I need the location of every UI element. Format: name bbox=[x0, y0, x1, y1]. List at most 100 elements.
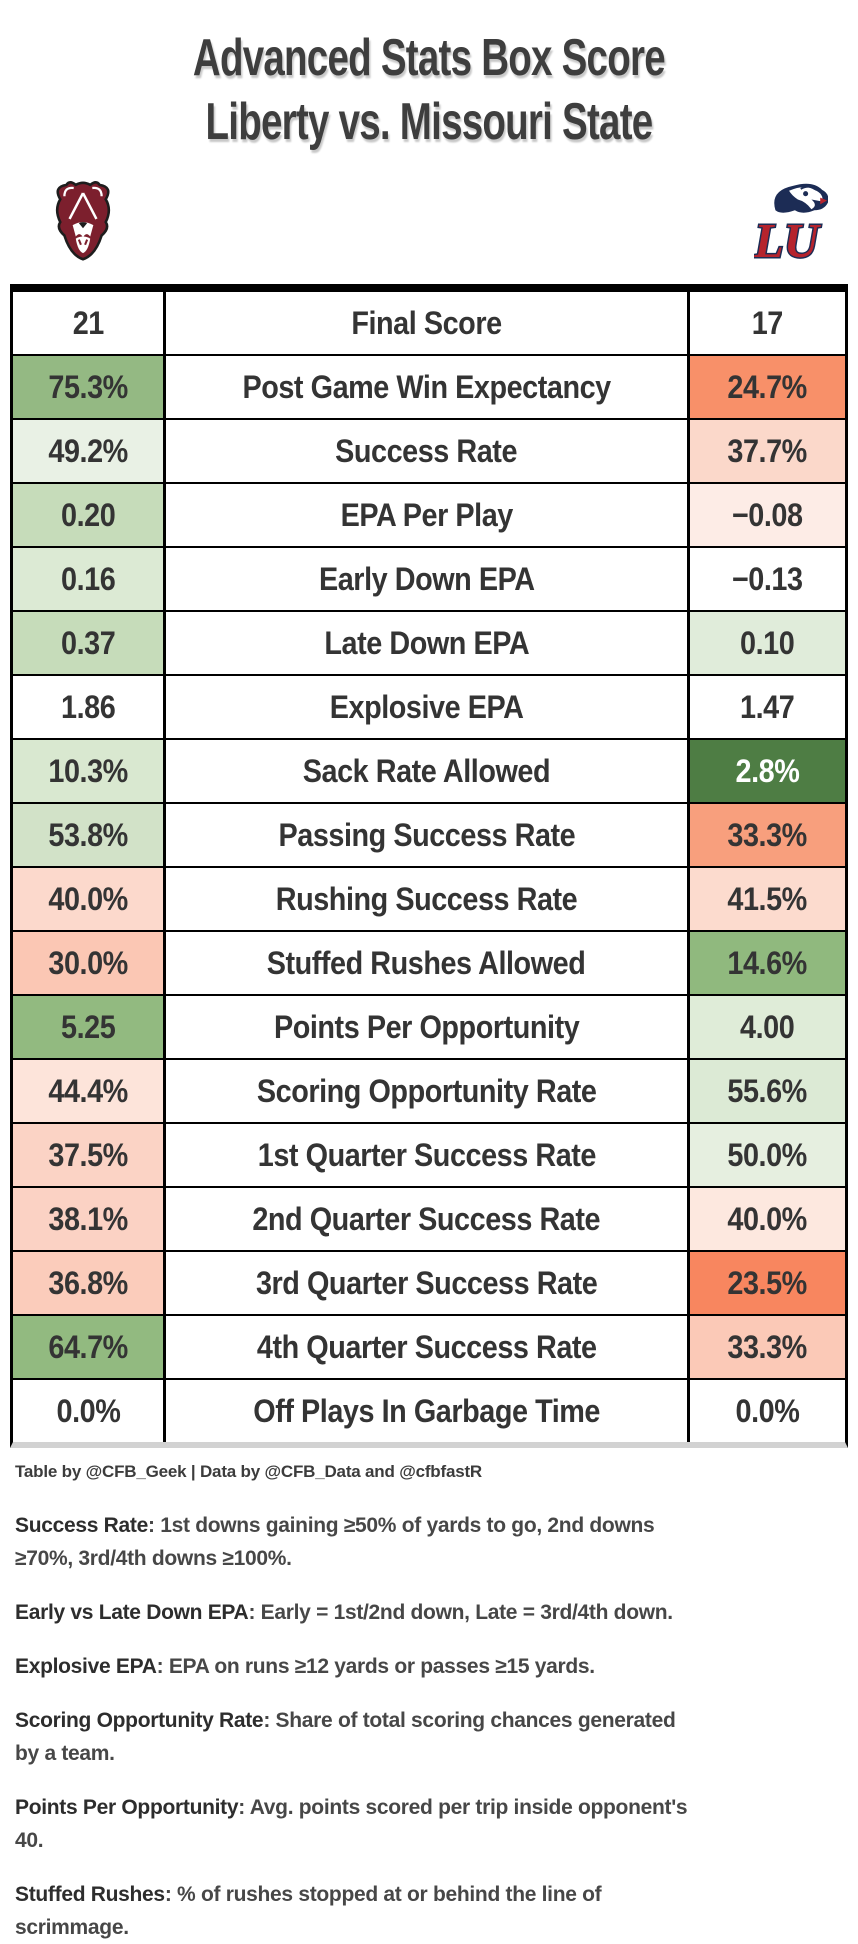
home-value-cell: 33.3% bbox=[690, 804, 845, 866]
home-value-cell: 0.0% bbox=[690, 1380, 845, 1442]
home-value-cell: 23.5% bbox=[690, 1252, 845, 1314]
home-value-cell: 2.8% bbox=[690, 740, 845, 802]
table-row: 64.7% 4th Quarter Success Rate 33.3% bbox=[13, 1316, 845, 1380]
stat-definition: Scoring Opportunity Rate: Share of total… bbox=[15, 1704, 843, 1770]
table-row: 75.3% Post Game Win Expectancy 24.7% bbox=[13, 356, 845, 420]
home-value-cell: 0.10 bbox=[690, 612, 845, 674]
title-line-2: Liberty vs. Missouri State bbox=[205, 93, 654, 151]
home-value-cell: 1.47 bbox=[690, 676, 845, 738]
table-row: 37.5% 1st Quarter Success Rate 50.0% bbox=[13, 1124, 845, 1188]
title-line-1: Advanced Stats Box Score bbox=[193, 29, 666, 87]
metric-label-cell: 2nd Quarter Success Rate bbox=[166, 1188, 690, 1250]
metric-label-cell: Stuffed Rushes Allowed bbox=[166, 932, 690, 994]
away-value-cell: 21 bbox=[13, 292, 166, 354]
home-value-cell: −0.13 bbox=[690, 548, 845, 610]
stat-definition-label: Explosive EPA bbox=[15, 1655, 157, 1678]
away-value-cell: 0.16 bbox=[13, 548, 166, 610]
away-value-cell: 38.1% bbox=[13, 1188, 166, 1250]
away-value-cell: 64.7% bbox=[13, 1316, 166, 1378]
home-value-cell: 24.7% bbox=[690, 356, 845, 418]
metric-label-cell: Points Per Opportunity bbox=[166, 996, 690, 1058]
stat-definition-label: Early vs Late Down EPA bbox=[15, 1601, 249, 1624]
table-row: 0.16 Early Down EPA −0.13 bbox=[13, 548, 845, 612]
stat-definition-text: : 1st downs gaining ≥50% of yards to go,… bbox=[15, 1514, 655, 1570]
metric-label-cell: Scoring Opportunity Rate bbox=[166, 1060, 690, 1122]
credit-line: Table by @CFB_Geek | Data by @CFB_Data a… bbox=[15, 1462, 482, 1481]
stat-definition-label: Success Rate bbox=[15, 1514, 148, 1537]
home-value-cell: −0.08 bbox=[690, 484, 845, 546]
home-value-cell: 4.00 bbox=[690, 996, 845, 1058]
stat-definition-label: Scoring Opportunity Rate bbox=[15, 1709, 264, 1732]
team-logos: LU bbox=[0, 170, 858, 262]
away-value-cell: 75.3% bbox=[13, 356, 166, 418]
table-row: 5.25 Points Per Opportunity 4.00 bbox=[13, 996, 845, 1060]
metric-label-cell: 4th Quarter Success Rate bbox=[166, 1316, 690, 1378]
home-value-cell: 33.3% bbox=[690, 1316, 845, 1378]
metric-label-cell: Late Down EPA bbox=[166, 612, 690, 674]
away-value-cell: 0.37 bbox=[13, 612, 166, 674]
metric-label-cell: Explosive EPA bbox=[166, 676, 690, 738]
metric-label-cell: Sack Rate Allowed bbox=[166, 740, 690, 802]
stat-definition-text: : EPA on runs ≥12 yards or passes ≥15 ya… bbox=[156, 1655, 596, 1678]
away-value-cell: 5.25 bbox=[13, 996, 166, 1058]
stat-definition: Points Per Opportunity: Avg. points scor… bbox=[15, 1791, 843, 1857]
metric-label-cell: Passing Success Rate bbox=[166, 804, 690, 866]
stat-definition: Explosive EPA: EPA on runs ≥12 yards or … bbox=[15, 1650, 843, 1683]
table-row: 1.86 Explosive EPA 1.47 bbox=[13, 676, 845, 740]
stat-definition-text: : Avg. points scored per trip inside opp… bbox=[15, 1796, 688, 1852]
away-value-cell: 44.4% bbox=[13, 1060, 166, 1122]
stat-definition: Stuffed Rushes: % of rushes stopped at o… bbox=[15, 1878, 843, 1944]
metric-label-cell: Early Down EPA bbox=[166, 548, 690, 610]
table-row: 0.20 EPA Per Play −0.08 bbox=[13, 484, 845, 548]
home-value-cell: 55.6% bbox=[690, 1060, 845, 1122]
away-value-cell: 53.8% bbox=[13, 804, 166, 866]
home-value-cell: 37.7% bbox=[690, 420, 845, 482]
table-row: 36.8% 3rd Quarter Success Rate 23.5% bbox=[13, 1252, 845, 1316]
stat-definition-label: Stuffed Rushes bbox=[15, 1883, 165, 1906]
metric-label-cell: Post Game Win Expectancy bbox=[166, 356, 690, 418]
away-value-cell: 0.20 bbox=[13, 484, 166, 546]
table-row: 49.2% Success Rate 37.7% bbox=[13, 420, 845, 484]
page-title: Advanced Stats Box Score Liberty vs. Mis… bbox=[0, 0, 858, 154]
home-value-cell: 17 bbox=[690, 292, 845, 354]
table-row: 10.3% Sack Rate Allowed 2.8% bbox=[13, 740, 845, 804]
stat-definition-text: : Early = 1st/2nd down, Late = 3rd/4th d… bbox=[248, 1601, 673, 1624]
table-row: 30.0% Stuffed Rushes Allowed 14.6% bbox=[13, 932, 845, 996]
svg-text:LU: LU bbox=[754, 214, 822, 262]
stat-definition-text: : Share of total scoring chances generat… bbox=[15, 1709, 676, 1765]
away-value-cell: 30.0% bbox=[13, 932, 166, 994]
footer: Table by @CFB_Geek | Data by @CFB_Data a… bbox=[0, 1448, 858, 1944]
metric-label-cell: 3rd Quarter Success Rate bbox=[166, 1252, 690, 1314]
table-row: 53.8% Passing Success Rate 33.3% bbox=[13, 804, 845, 868]
stat-definition: Success Rate: 1st downs gaining ≥50% of … bbox=[15, 1509, 843, 1575]
metric-label-cell: Success Rate bbox=[166, 420, 690, 482]
stats-table: 21 Final Score 17 75.3% Post Game Win Expect… bbox=[10, 284, 848, 1448]
metric-label-cell: EPA Per Play bbox=[166, 484, 690, 546]
away-value-cell: 40.0% bbox=[13, 868, 166, 930]
metric-label-cell: Final Score bbox=[166, 292, 690, 354]
liberty-lu-eagle-logo: LU bbox=[754, 183, 828, 262]
home-value-cell: 50.0% bbox=[690, 1124, 845, 1186]
stat-definition-label: Points Per Opportunity bbox=[15, 1796, 239, 1819]
metric-label-cell: Rushing Success Rate bbox=[166, 868, 690, 930]
away-value-cell: 49.2% bbox=[13, 420, 166, 482]
table-row: 44.4% Scoring Opportunity Rate 55.6% bbox=[13, 1060, 845, 1124]
away-value-cell: 1.86 bbox=[13, 676, 166, 738]
stat-definitions: Success Rate: 1st downs gaining ≥50% of … bbox=[15, 1509, 843, 1944]
metric-label-cell: 1st Quarter Success Rate bbox=[166, 1124, 690, 1186]
home-value-cell: 14.6% bbox=[690, 932, 845, 994]
table-row: 0.0% Off Plays In Garbage Time 0.0% bbox=[13, 1380, 845, 1442]
metric-label-cell: Off Plays In Garbage Time bbox=[166, 1380, 690, 1442]
away-value-cell: 0.0% bbox=[13, 1380, 166, 1442]
away-value-cell: 36.8% bbox=[13, 1252, 166, 1314]
away-value-cell: 37.5% bbox=[13, 1124, 166, 1186]
missouri-state-bears-logo bbox=[55, 181, 111, 261]
stat-definition: Early vs Late Down EPA: Early = 1st/2nd … bbox=[15, 1596, 843, 1629]
table-row: 21 Final Score 17 bbox=[13, 292, 845, 356]
table-row: 38.1% 2nd Quarter Success Rate 40.0% bbox=[13, 1188, 845, 1252]
away-value-cell: 10.3% bbox=[13, 740, 166, 802]
home-value-cell: 40.0% bbox=[690, 1188, 845, 1250]
home-value-cell: 41.5% bbox=[690, 868, 845, 930]
table-row: 0.37 Late Down EPA 0.10 bbox=[13, 612, 845, 676]
